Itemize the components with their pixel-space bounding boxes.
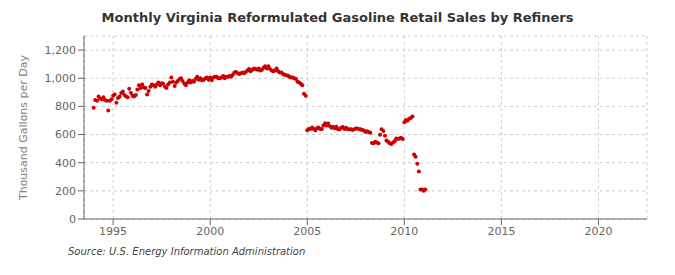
svg-text:2015: 2015 [487,225,515,238]
svg-text:200: 200 [55,185,76,198]
svg-text:2005: 2005 [293,225,321,238]
svg-text:1,000: 1,000 [45,72,77,85]
svg-text:Thousand Gallons per Day: Thousand Gallons per Day [17,54,30,201]
svg-text:600: 600 [55,128,76,141]
html-text:Source: U.S. Energy Informatio: Source: U.S. Energy Information Administ… [68,246,306,257]
svg-text:2020: 2020 [584,225,612,238]
svg-text:400: 400 [55,157,76,170]
svg-text:0: 0 [69,213,76,226]
html-text:Monthly Virginia Reformulated: Monthly Virginia Reformulated Gasoline R… [101,10,574,25]
svg-text:1,200: 1,200 [45,44,77,57]
svg-text:2010: 2010 [390,225,418,238]
svg-text:1995: 1995 [99,225,127,238]
svg-text:2000: 2000 [196,225,224,238]
svg-text:800: 800 [55,100,76,113]
